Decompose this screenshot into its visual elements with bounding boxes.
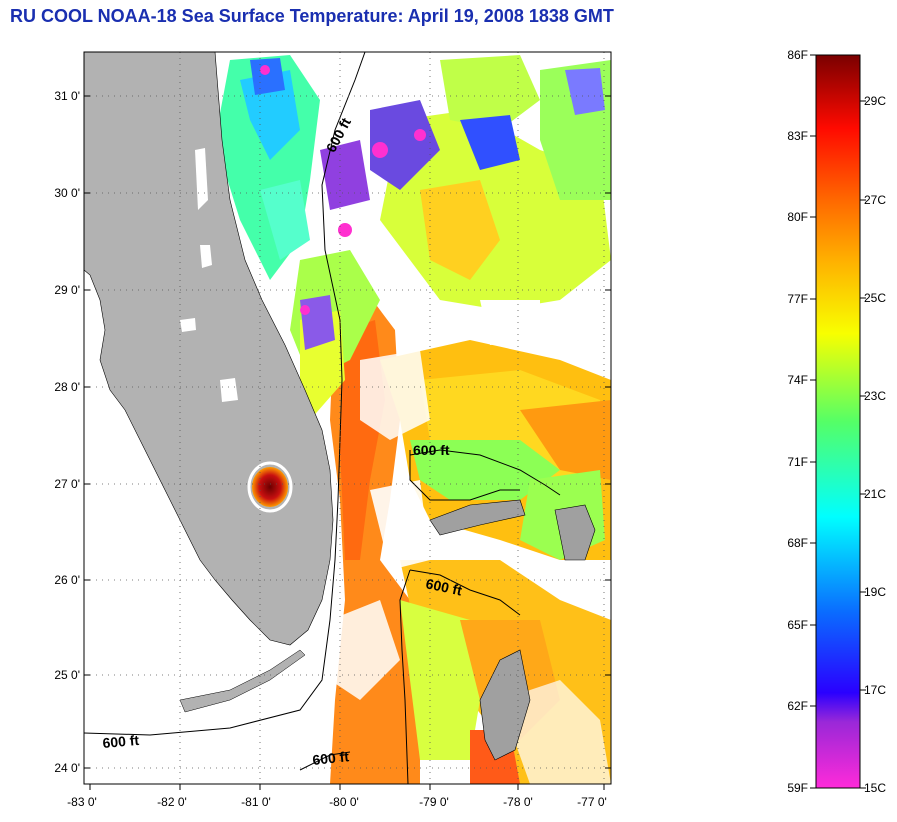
colorbar-f-label: 59F (787, 781, 808, 795)
contour-label: 600 ft (413, 442, 450, 458)
colorbar-f-label: 62F (787, 699, 808, 713)
colorbar-f-label: 83F (787, 129, 808, 143)
lat-tick-label: 28 0' (54, 380, 80, 394)
colorbar-f-label: 74F (787, 373, 808, 387)
colorbar-f-label: 71F (787, 455, 808, 469)
abaco-land (554, 504, 596, 561)
lat-tick-label: 26 0' (54, 573, 80, 587)
colorbar: 86F 83F 80F 77F 74F 71F 68F 65F 62F 59F … (787, 48, 886, 795)
colorbar-c-label: 21C (864, 487, 886, 501)
lon-tick-label: -78 0' (503, 795, 533, 809)
lat-tick-label: 31 0' (54, 89, 80, 103)
grand-bahama-land (429, 499, 526, 536)
lon-tick-label: -79 0' (419, 795, 449, 809)
colorbar-f-label: 68F (787, 536, 808, 550)
andros-land (479, 649, 531, 761)
colorbar-f-label: 65F (787, 618, 808, 632)
lon-tick-label: -81 0' (241, 795, 271, 809)
lat-tick-label: 27 0' (54, 477, 80, 491)
colorbar-scale (815, 54, 861, 789)
contour-label: 600 ft (312, 748, 350, 768)
lat-tick-label: 25 0' (54, 668, 80, 682)
colorbar-c-label: 27C (864, 193, 886, 207)
lon-tick-label: -80 0' (329, 795, 359, 809)
colorbar-f-label: 86F (787, 48, 808, 62)
lat-tick-label: 29 0' (54, 283, 80, 297)
lon-tick-label: -77 0' (577, 795, 607, 809)
colorbar-c-label: 29C (864, 94, 886, 108)
colorbar-c-label: 23C (864, 389, 886, 403)
lon-tick-label: -82 0' (157, 795, 187, 809)
colorbar-c-label: 25C (864, 291, 886, 305)
colorbar-f-label: 77F (787, 292, 808, 306)
lat-tick-label: 30 0' (54, 186, 80, 200)
lat-tick-label: 24 0' (54, 761, 80, 775)
lon-tick-label: -83 0' (67, 795, 97, 809)
map-panel: 600 ft 600 ft 600 ft 600 ft 600 ft (84, 52, 611, 784)
page-title: RU COOL NOAA-18 Sea Surface Temperature:… (10, 6, 614, 26)
colorbar-c-label: 15C (864, 781, 886, 795)
colorbar-c-label: 19C (864, 585, 886, 599)
contour-label: 600 ft (424, 575, 463, 598)
contour-label: 600 ft (102, 732, 140, 751)
colorbar-f-label: 80F (787, 210, 808, 224)
colorbar-c-label: 17C (864, 683, 886, 697)
